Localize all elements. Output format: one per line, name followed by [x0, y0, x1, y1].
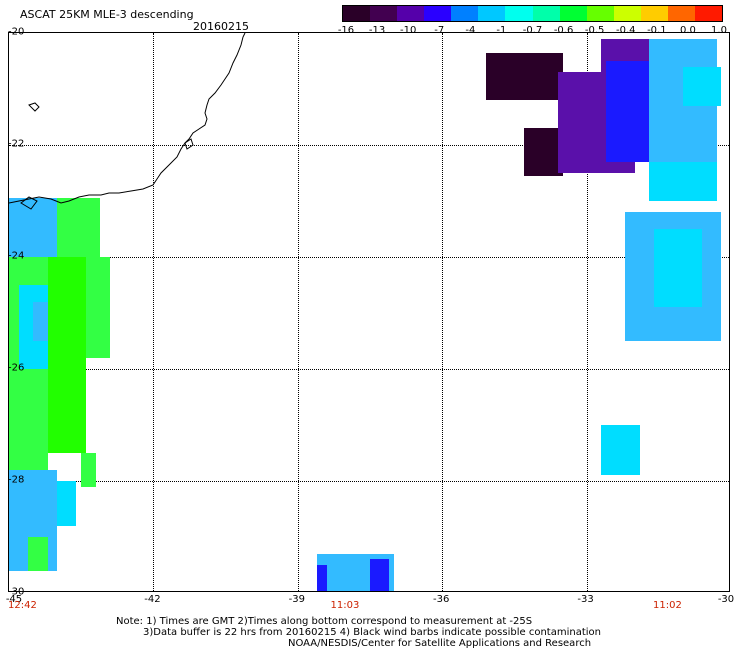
colorbar-label: -0.7 [522, 25, 543, 36]
longitude-label: -36 [433, 594, 450, 605]
colorbar-segment [370, 6, 398, 21]
time-label: 12:42 [8, 600, 37, 611]
wind-cell [9, 198, 58, 257]
meridian-line [586, 33, 588, 591]
latitude-label: -30 [8, 586, 25, 598]
colorbar-segment [343, 6, 371, 21]
wind-cell [601, 425, 640, 476]
longitude-label: -42 [144, 594, 161, 605]
colorbar-label: -10 [399, 25, 417, 36]
meridian-line [442, 33, 444, 591]
colorbar-label: -13 [368, 25, 386, 36]
wind-cell [653, 229, 703, 308]
parallel-line [9, 145, 729, 146]
wind-cell [649, 161, 717, 201]
colorbar-segment [478, 6, 506, 21]
colorbar-segment [532, 6, 560, 21]
wind-cell [57, 481, 77, 526]
colorbar-label: -0.6 [553, 25, 574, 36]
longitude-label: -39 [288, 594, 305, 605]
colorbar-label: -0.1 [647, 25, 667, 36]
product-title: ASCAT 25KM MLE-3 descending [20, 8, 194, 21]
colorbar-label: -7 [434, 25, 445, 36]
parallel-line [9, 257, 729, 258]
colorbar-label: 1.0 [711, 25, 727, 36]
product-date: 20160215 [193, 20, 249, 33]
meridian-line [297, 33, 299, 591]
colorbar-segment [695, 6, 723, 21]
wind-cell [370, 559, 390, 591]
note-line-3: NOAA/NESDIS/Center for Satellite Applica… [288, 638, 592, 649]
latitude-label: -24 [8, 250, 25, 262]
longitude-label: -45 [5, 594, 23, 605]
latitude-label: -26 [8, 362, 25, 374]
time-label: 11:03 [330, 600, 360, 611]
colorbar-segment [586, 6, 614, 21]
footnotes: Note: 1) Times are GMT 2)Times along bot… [116, 616, 601, 649]
parallel-line [9, 481, 729, 482]
latitude-label: -20 [8, 26, 25, 38]
wind-cell [57, 198, 101, 257]
wind-cell [317, 565, 327, 591]
wind-cell [524, 128, 563, 176]
latitude-label: -22 [8, 138, 25, 150]
colorbar-segment [505, 6, 533, 21]
colorbar-label: -4 [465, 25, 476, 36]
colorbar-segment [424, 6, 452, 21]
map-panel[interactable] [8, 32, 730, 592]
wind-cell [485, 52, 563, 101]
wind-cell [86, 257, 111, 358]
wind-cell [28, 537, 48, 571]
colorbar-label: -0.4 [615, 25, 636, 36]
longitude-label: -33 [577, 594, 594, 605]
colorbar-segment [559, 6, 587, 21]
colorbar-label: -16 [337, 25, 355, 36]
wind-cell [81, 453, 96, 487]
note-line-1: Note: 1) Times are GMT 2)Times along bot… [116, 616, 533, 627]
colorbar-label: 0.0 [679, 25, 696, 36]
meridian-line [153, 33, 155, 591]
coastline [9, 33, 246, 210]
colorbar-segment [640, 6, 668, 21]
colorbar [342, 5, 723, 22]
note-line-2: 3)Data buffer is 22 hrs from 20160215 4)… [143, 627, 601, 638]
time-label: 11:02 [653, 600, 682, 611]
longitude-label: -30 [717, 594, 735, 605]
colorbar-segment [451, 6, 479, 21]
wind-cell [682, 66, 722, 106]
colorbar-segment [667, 6, 696, 21]
parallel-line [9, 369, 729, 370]
colorbar-label: -1 [496, 25, 507, 36]
wind-cell [47, 257, 86, 453]
colorbar-segment [397, 6, 425, 21]
colorbar-label: -0.5 [584, 25, 605, 36]
latitude-label: -28 [8, 474, 25, 486]
colorbar-segment [613, 6, 641, 21]
